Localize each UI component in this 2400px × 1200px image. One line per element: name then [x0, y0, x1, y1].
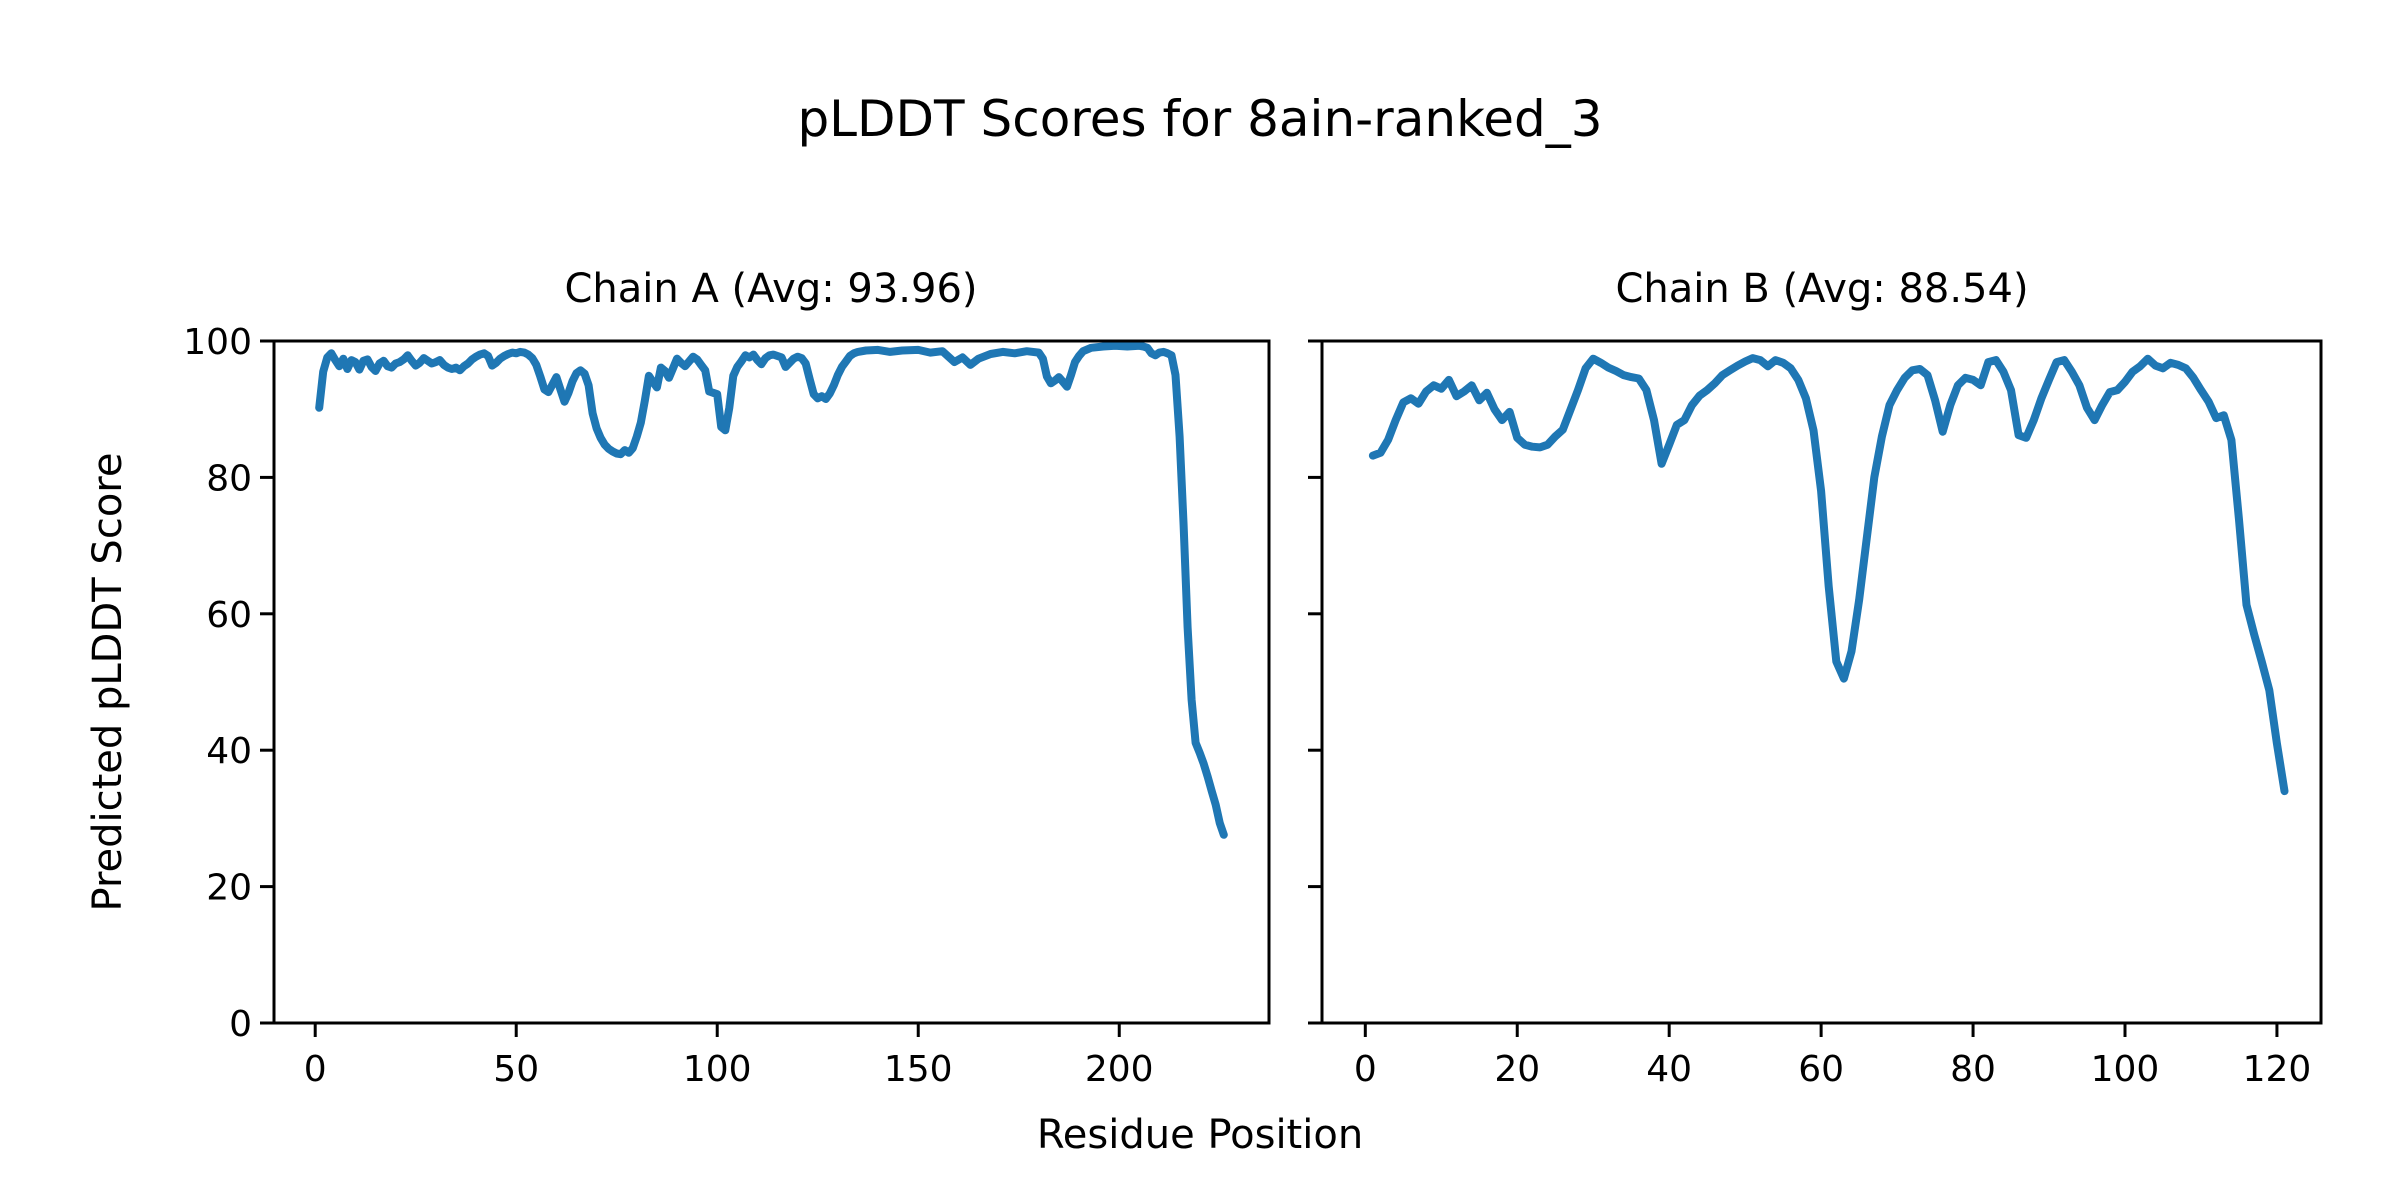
x-tick-label: 20 — [1494, 1049, 1540, 1090]
x-tick-label: 0 — [304, 1049, 327, 1090]
x-tick-label: 200 — [1085, 1049, 1154, 1090]
x-tick-label: 100 — [683, 1049, 752, 1090]
plddt-line-chain-b — [1368, 354, 2289, 796]
x-tick-label: 80 — [1950, 1049, 1996, 1090]
y-axis-label: Predicted pLDDT Score — [85, 452, 131, 912]
x-tick-label: 0 — [1354, 1049, 1377, 1090]
plddt-line-chain-a — [315, 341, 1228, 839]
x-axis-label: Residue Position — [1036, 1112, 1364, 1158]
figure-title: pLDDT Scores for 8ain-ranked_3 — [797, 90, 1603, 148]
subplot-title-chain-a: Chain A (Avg: 93.96) — [564, 266, 978, 312]
y-tick-label: 20 — [206, 868, 252, 909]
x-tick-label: 150 — [884, 1049, 953, 1090]
x-tick-label: 60 — [1798, 1049, 1844, 1090]
subplot-title-chain-b: Chain B (Avg: 88.54) — [1615, 266, 2029, 312]
y-tick-label: 40 — [206, 731, 252, 772]
y-tick-label: 80 — [206, 458, 252, 499]
y-tick-label: 0 — [229, 1004, 252, 1045]
y-tick-label: 100 — [183, 322, 252, 363]
axes-chain-b: 0 20 40 60 80 100 120 — [1308, 339, 2323, 1090]
axes-box-chain-b — [1320, 339, 2323, 1025]
x-tick-label: 120 — [2243, 1049, 2312, 1090]
x-tick-label: 50 — [493, 1049, 539, 1090]
x-tick-label: 100 — [2091, 1049, 2160, 1090]
y-tick-label: 60 — [206, 595, 252, 636]
axes-box-chain-a — [272, 339, 1271, 1025]
x-tick-label: 40 — [1646, 1049, 1692, 1090]
axes-chain-a: 0 50 100 150 200 0 20 40 60 80 100 — [183, 322, 1271, 1090]
